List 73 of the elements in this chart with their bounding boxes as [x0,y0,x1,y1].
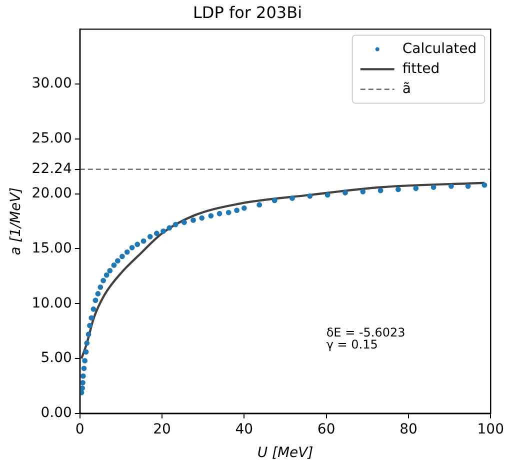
point [111,262,117,268]
point [114,258,120,264]
annotation: δE = -5.6023 [326,326,406,340]
point [482,182,488,188]
point [378,188,384,194]
y-tick-label: 20.00 [32,186,72,202]
point [81,366,87,372]
point [413,186,419,192]
y-tick-label: 15.00 [32,240,72,256]
x-tick-label: 80 [400,421,418,438]
point [360,188,366,194]
point [98,284,104,290]
annotation: γ = 0.15 [326,338,378,352]
point [208,213,214,219]
point [83,349,89,355]
y-axis-title: a [1/MeV] [8,187,24,256]
point [92,298,98,304]
point [324,192,330,198]
point [80,380,86,386]
point [396,186,401,192]
point [216,210,222,216]
point [154,230,160,236]
point [87,322,92,328]
legend-label: fitted [402,60,440,77]
point [95,291,101,296]
point [80,373,86,379]
point [160,228,166,234]
point [430,184,436,190]
point [124,249,130,255]
point [172,222,178,228]
x-axis-title: U [MeV] [257,445,314,462]
point [82,358,88,364]
point [84,340,90,346]
x-tick-label: 20 [153,421,171,438]
point [448,183,454,189]
point [107,268,113,274]
point [147,234,153,240]
x-tick-label: 100 [477,421,504,438]
x-tick-label: 60 [317,421,336,438]
point [234,208,240,214]
y-tick-label: 25.00 [32,130,72,147]
point [307,193,313,199]
point [90,306,96,312]
legend-label: Calculated [402,40,477,57]
x-tick-label: 40 [235,421,254,438]
point [182,220,187,226]
point [241,205,247,211]
y-tick-label: 10.00 [32,295,72,312]
point [199,215,205,221]
point [256,202,262,208]
point [226,210,232,216]
y-tick-label: 22.24 [32,160,72,177]
x-tick-label: 0 [75,421,84,438]
point [104,272,110,278]
point [465,183,471,189]
point [100,278,106,284]
point [119,254,125,260]
legend-label: ã [402,80,411,97]
point [134,242,140,248]
point [290,196,295,201]
point [272,198,278,204]
point [88,315,94,321]
point [166,225,172,231]
y-tick-label: 30.00 [32,76,72,92]
chart-title: LDP for 203Bi [192,2,302,22]
point [86,332,92,338]
y-tick-label: 0.00 [40,405,72,422]
point [342,190,348,196]
y-tick-label: 5.00 [40,350,72,366]
point [129,244,135,250]
point [80,385,86,391]
point [140,238,146,244]
point [190,218,196,223]
